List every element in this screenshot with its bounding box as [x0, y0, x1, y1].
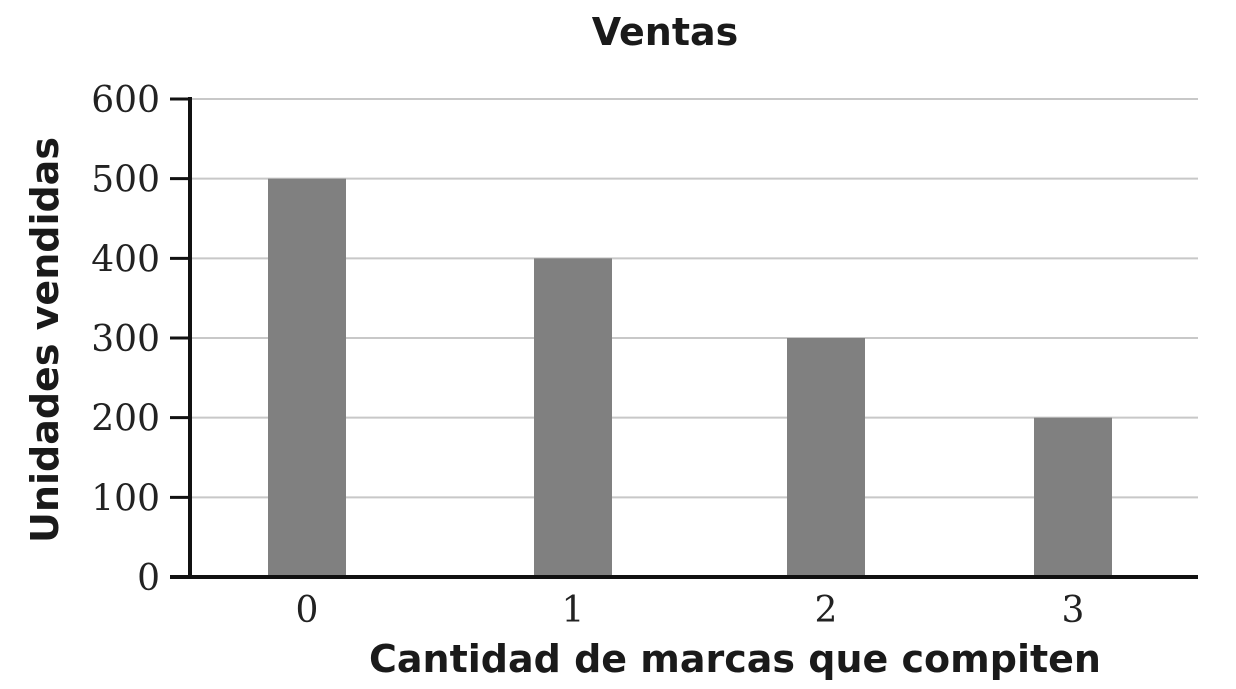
x-tick-label: 3 [1062, 590, 1085, 631]
y-tick-label: 0 [137, 558, 160, 599]
y-tick-label: 200 [91, 399, 160, 440]
y-axis-title: Unidades vendidas [23, 137, 67, 543]
x-tick-label: 2 [815, 590, 838, 631]
bar [787, 338, 865, 577]
bar [268, 178, 346, 577]
bar [534, 258, 612, 577]
axes-group [170, 97, 1198, 579]
x-tick-label: 0 [296, 590, 319, 631]
y-tick-label: 300 [91, 319, 160, 360]
y-tick-label: 600 [91, 80, 160, 121]
x-tick-label: 1 [562, 590, 585, 631]
x-axis-title: Cantidad de marcas que compiten [369, 637, 1101, 681]
bars-group [268, 178, 1112, 577]
y-tick-label: 100 [91, 478, 160, 519]
bar [1034, 417, 1112, 577]
chart-title: Ventas [592, 10, 739, 54]
grid-lines [190, 98, 1198, 499]
y-tick-label: 400 [91, 239, 160, 280]
y-tick-label: 500 [91, 160, 160, 201]
x-tick-labels: 0 1 2 3 [296, 590, 1085, 631]
y-tick-labels: 0 100 200 300 400 500 600 [91, 80, 160, 599]
